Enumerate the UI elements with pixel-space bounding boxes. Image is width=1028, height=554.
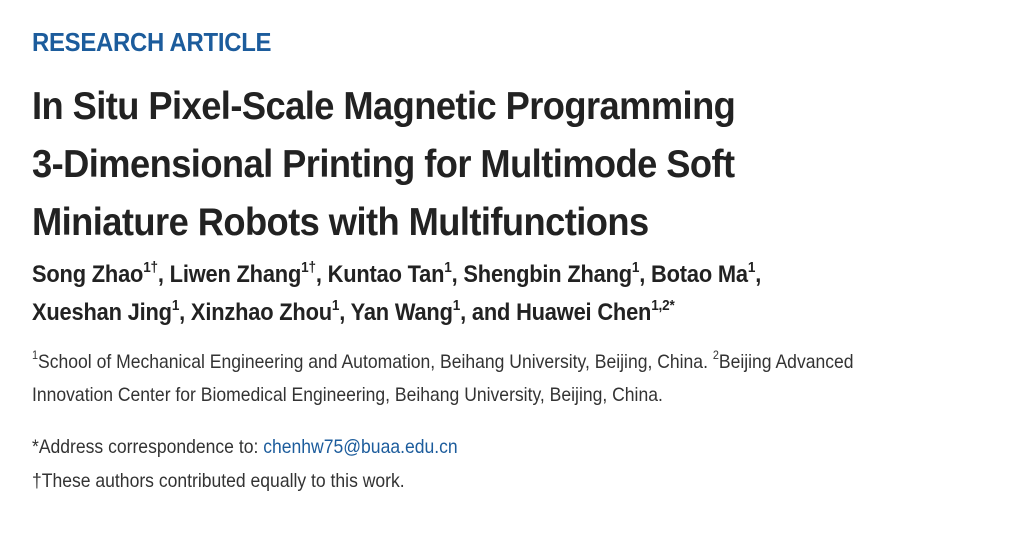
author-name: Liwen Zhang bbox=[169, 261, 302, 288]
equal-contribution-note: †These authors contributed equally to th… bbox=[32, 470, 405, 492]
article-title: In Situ Pixel-Scale Magnetic Programming… bbox=[32, 78, 925, 252]
author-separator: , bbox=[639, 261, 652, 288]
affiliation-mark: 2 bbox=[712, 348, 719, 363]
author-affiliation-mark: 1 bbox=[452, 297, 461, 314]
affiliation-mark: 1 bbox=[32, 348, 39, 363]
affiliations: 1School of Mechanical Engineering and Au… bbox=[32, 346, 1013, 412]
correspondence-email-link[interactable]: chenhw75@buaa.edu.cn bbox=[263, 436, 458, 458]
correspondence-label: *Address correspondence to: bbox=[32, 436, 264, 458]
author-affiliation-mark: 1,2* bbox=[651, 297, 675, 314]
affiliation-text: Beijing Advanced bbox=[718, 351, 854, 373]
article-type-label: RESEARCH ARTICLE bbox=[32, 27, 272, 57]
title-line: In Situ Pixel-Scale Magnetic Programming bbox=[32, 85, 736, 128]
author-affiliation-mark: 1 bbox=[444, 259, 452, 276]
author-separator: , and bbox=[460, 299, 517, 326]
author-name: Song Zhao bbox=[32, 261, 144, 288]
author-affiliation-mark: 1† bbox=[143, 259, 158, 276]
title-line: 3-Dimensional Printing for Multimode Sof… bbox=[32, 143, 735, 186]
affiliation-text: School of Mechanical Engineering and Aut… bbox=[38, 351, 713, 373]
author-line: Song Zhao1†, Liwen Zhang1†, Kuntao Tan1,… bbox=[32, 256, 997, 294]
author-list: Song Zhao1†, Liwen Zhang1†, Kuntao Tan1,… bbox=[32, 256, 997, 332]
author-affiliation-mark: 1 bbox=[631, 259, 640, 276]
article-header: RESEARCH ARTICLE In Situ Pixel-Scale Mag… bbox=[32, 22, 1012, 498]
author-affiliation-mark: 1 bbox=[331, 297, 340, 314]
author-separator: , bbox=[157, 261, 170, 288]
author-name: Xinzhao Zhou bbox=[190, 299, 332, 326]
author-affiliation-mark: 1† bbox=[301, 259, 316, 276]
author-name: Botao Ma bbox=[651, 261, 748, 288]
author-separator: , bbox=[755, 261, 762, 288]
author-line: Xueshan Jing1, Xinzhao Zhou1, Yan Wang1,… bbox=[32, 294, 997, 332]
author-name: Huawei Chen bbox=[516, 299, 652, 326]
author-name: Xueshan Jing bbox=[32, 299, 172, 326]
author-affiliation-mark: 1 bbox=[747, 259, 756, 276]
author-separator: , bbox=[179, 299, 191, 326]
author-name: Yan Wang bbox=[350, 299, 453, 326]
affiliation-line: 1School of Mechanical Engineering and Au… bbox=[32, 346, 1013, 379]
correspondence-note: *Address correspondence to: chenhw75@bua… bbox=[32, 430, 1013, 464]
author-separator: , bbox=[339, 299, 351, 326]
affiliation-line: Innovation Center for Biomedical Enginee… bbox=[32, 384, 663, 406]
title-line: Miniature Robots with Multifunctions bbox=[32, 201, 649, 244]
author-name: Kuntao Tan bbox=[327, 261, 445, 288]
author-separator: , bbox=[315, 261, 328, 288]
author-name: Shengbin Zhang bbox=[463, 261, 632, 288]
author-affiliation-mark: 1 bbox=[171, 297, 180, 314]
author-notes: *Address correspondence to: chenhw75@bua… bbox=[32, 430, 1013, 498]
author-separator: , bbox=[451, 261, 464, 288]
